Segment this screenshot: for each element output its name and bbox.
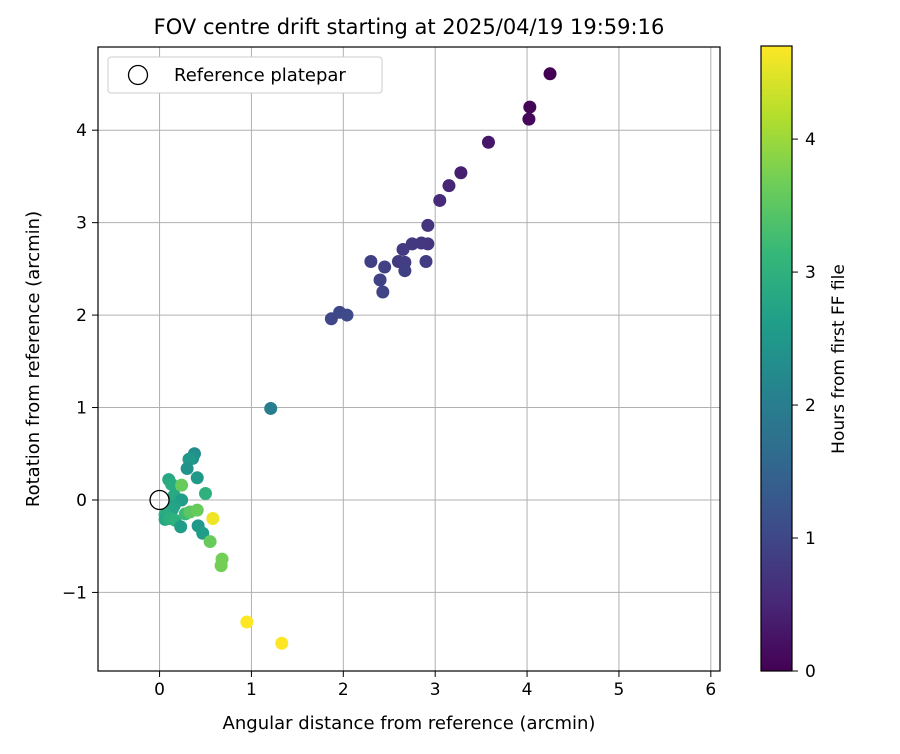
data-point bbox=[180, 462, 194, 476]
reference-point bbox=[149, 489, 170, 511]
colorbar-tick-label: 2 bbox=[805, 396, 816, 416]
data-point bbox=[376, 285, 390, 299]
y-tick-label: 0 bbox=[76, 491, 87, 511]
data-point bbox=[543, 67, 557, 81]
x-tick-label: 5 bbox=[614, 680, 625, 700]
y-axis-ticks: −1 0 1 2 3 4 bbox=[62, 121, 98, 603]
y-tick-label: 4 bbox=[76, 121, 87, 141]
data-point bbox=[165, 477, 179, 491]
data-point bbox=[264, 401, 278, 415]
y-axis-label: Rotation from reference (arcmin) bbox=[23, 211, 44, 507]
x-tick-label: 1 bbox=[246, 680, 257, 700]
data-point bbox=[190, 503, 204, 517]
data-point bbox=[364, 254, 378, 268]
data-point bbox=[433, 193, 447, 207]
data-point bbox=[398, 264, 412, 278]
legend: Reference platepar bbox=[107, 56, 383, 94]
y-tick-label: −1 bbox=[62, 583, 87, 603]
data-point bbox=[396, 242, 410, 256]
y-tick-label: 1 bbox=[76, 399, 87, 419]
legend-open-circle-icon bbox=[127, 64, 149, 86]
data-point bbox=[198, 487, 212, 501]
colorbar: 0 1 2 3 4 Hours from first FF file bbox=[760, 45, 849, 682]
data-point bbox=[203, 535, 217, 549]
grid-lines bbox=[98, 47, 720, 671]
data-point bbox=[454, 166, 468, 180]
data-point bbox=[240, 615, 254, 629]
x-axis-ticks: 0 1 2 3 4 5 6 bbox=[154, 671, 716, 700]
x-tick-label: 6 bbox=[705, 680, 716, 700]
data-point bbox=[174, 520, 188, 534]
x-axis-label: Angular distance from reference (arcmin) bbox=[223, 713, 596, 734]
colorbar-tick-label: 3 bbox=[805, 263, 816, 283]
data-point bbox=[190, 471, 204, 485]
x-tick-label: 0 bbox=[154, 680, 165, 700]
x-tick-label: 3 bbox=[430, 680, 441, 700]
legend-label: Reference platepar bbox=[174, 65, 346, 86]
colorbar-gradient bbox=[760, 45, 793, 672]
colorbar-tick-label: 0 bbox=[805, 662, 816, 682]
data-point bbox=[421, 218, 435, 232]
x-tick-label: 2 bbox=[338, 680, 349, 700]
data-point bbox=[481, 135, 495, 149]
chart-title: FOV centre drift starting at 2025/04/19 … bbox=[154, 15, 665, 39]
data-point bbox=[340, 308, 354, 322]
data-point bbox=[206, 511, 220, 525]
colorbar-tick-label: 4 bbox=[805, 130, 816, 150]
data-point bbox=[378, 260, 392, 274]
data-point bbox=[275, 636, 289, 650]
data-point bbox=[196, 526, 210, 540]
data-point bbox=[522, 112, 536, 126]
reference-platepar-marker bbox=[149, 489, 170, 511]
y-tick-label: 2 bbox=[76, 306, 87, 326]
data-point bbox=[373, 273, 387, 287]
data-points bbox=[158, 67, 557, 650]
data-point bbox=[214, 559, 228, 573]
y-tick-label: 3 bbox=[76, 214, 87, 234]
x-tick-label: 4 bbox=[522, 680, 533, 700]
data-point bbox=[175, 478, 189, 492]
colorbar-tick-label: 1 bbox=[805, 529, 816, 549]
colorbar-ticks: 0 1 2 3 4 bbox=[792, 130, 816, 682]
data-point bbox=[419, 254, 433, 268]
data-point bbox=[523, 100, 537, 114]
data-point bbox=[442, 179, 456, 193]
plot-frame bbox=[97, 46, 721, 672]
colorbar-label: Hours from first FF file bbox=[829, 264, 849, 454]
legend-box bbox=[107, 56, 383, 94]
